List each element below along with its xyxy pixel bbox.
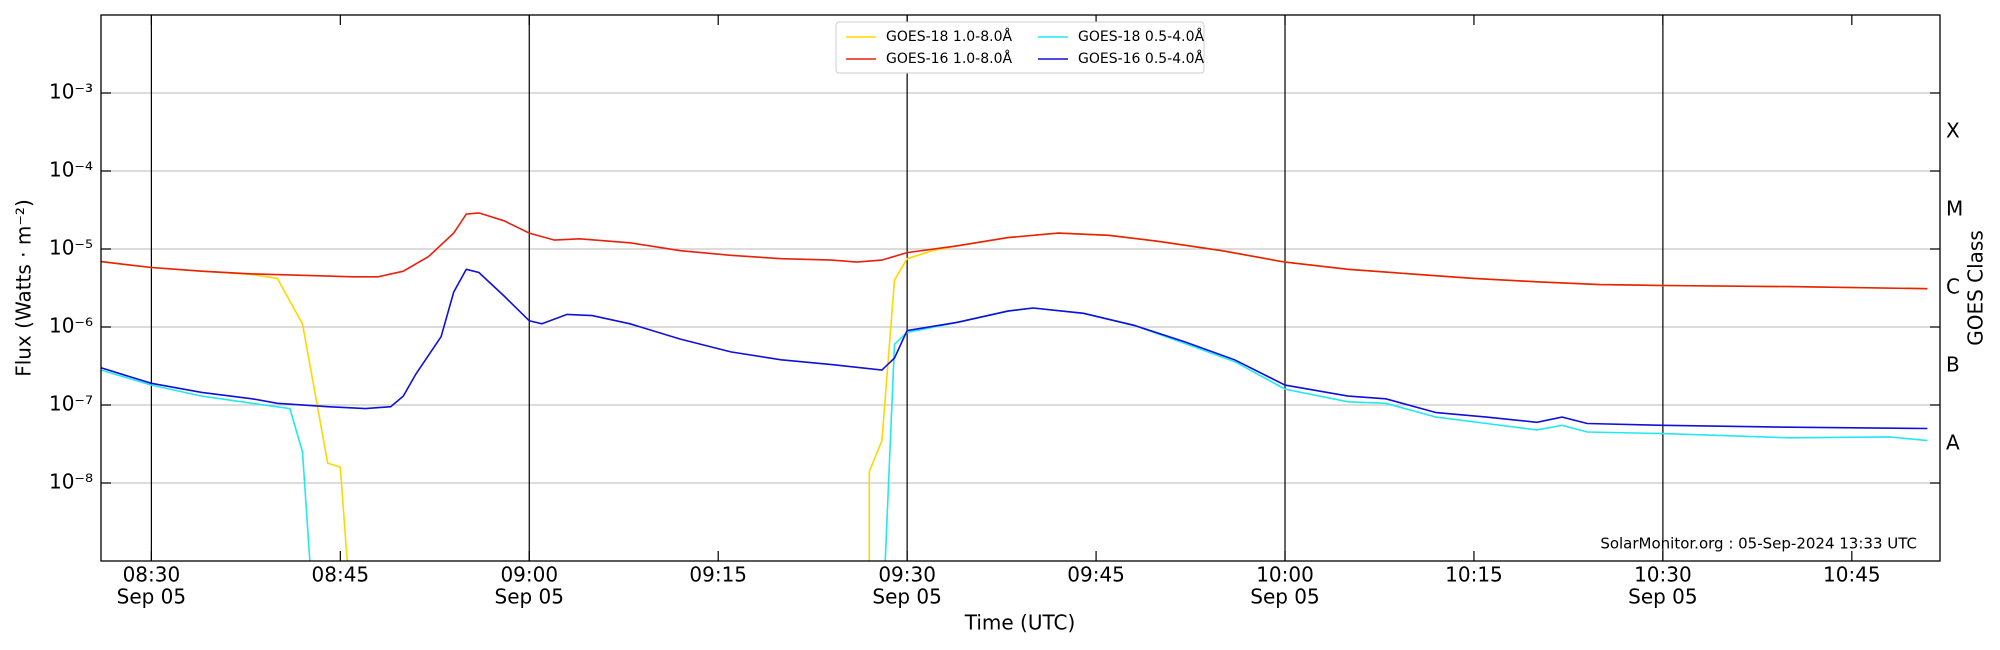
y-tick-label: 10⁻⁵ xyxy=(49,236,93,260)
plot-lines xyxy=(101,212,1928,561)
x-tick-label: 08:30 xyxy=(123,563,181,587)
y2-tick-label: C xyxy=(1946,275,1960,299)
annotation: SolarMonitor.org : 05-Sep-2024 13:33 UTC xyxy=(1600,535,1917,553)
y-axis-label: Flux (Watts · m⁻²) xyxy=(12,199,36,377)
y2-tick-label: B xyxy=(1946,353,1960,377)
x-tick-label: 09:30 xyxy=(878,563,936,587)
x-tick-label: 10:45 xyxy=(1823,563,1881,587)
y-tick-label: 10⁻³ xyxy=(49,80,93,104)
y-tick-label: 10⁻⁶ xyxy=(49,314,93,338)
legend-label: GOES-18 1.0-8.0Å xyxy=(886,28,1012,45)
y2-axis-label: GOES Class xyxy=(1964,230,1988,346)
series-line xyxy=(101,212,1928,290)
legend-label: GOES-18 0.5-4.0Å xyxy=(1078,28,1204,45)
x-axis-label: Time (UTC) xyxy=(964,611,1076,635)
x-tick-label: Sep 05 xyxy=(872,585,942,609)
x-tick-label: Sep 05 xyxy=(495,585,565,609)
plot-frame xyxy=(100,14,1941,562)
x-tick-label: 09:15 xyxy=(689,563,747,587)
y2-tick-label: M xyxy=(1946,197,1963,221)
x-tick-label: Sep 05 xyxy=(1250,585,1320,609)
y-tick-label: 10⁻⁴ xyxy=(49,158,93,182)
x-tick-label: 09:00 xyxy=(500,563,558,587)
x-tick-label: 10:30 xyxy=(1634,563,1692,587)
x-tick-label: Sep 05 xyxy=(1628,585,1698,609)
x-tick-label: 09:45 xyxy=(1067,563,1125,587)
grid xyxy=(101,15,1940,561)
y2-tick-label: A xyxy=(1946,431,1960,455)
series-line xyxy=(101,268,1928,430)
y2-tick-label: X xyxy=(1946,119,1960,143)
x-tick-label: 10:00 xyxy=(1256,563,1314,587)
y-tick-label: 10⁻⁷ xyxy=(49,392,93,416)
y-tick-label: 10⁻⁸ xyxy=(49,470,93,494)
legend-label: GOES-16 1.0-8.0Å xyxy=(886,50,1012,67)
x-tick-label: 10:15 xyxy=(1445,563,1503,587)
x-tick-label: 08:45 xyxy=(312,563,370,587)
legend: GOES-18 1.0-8.0Å GOES-16 1.0-8.0Å GOES-18 … xyxy=(846,28,1204,67)
legend-label: GOES-16 0.5-4.0Å xyxy=(1078,50,1204,67)
legend-box xyxy=(835,21,1205,74)
x-tick-label: Sep 05 xyxy=(117,585,187,609)
